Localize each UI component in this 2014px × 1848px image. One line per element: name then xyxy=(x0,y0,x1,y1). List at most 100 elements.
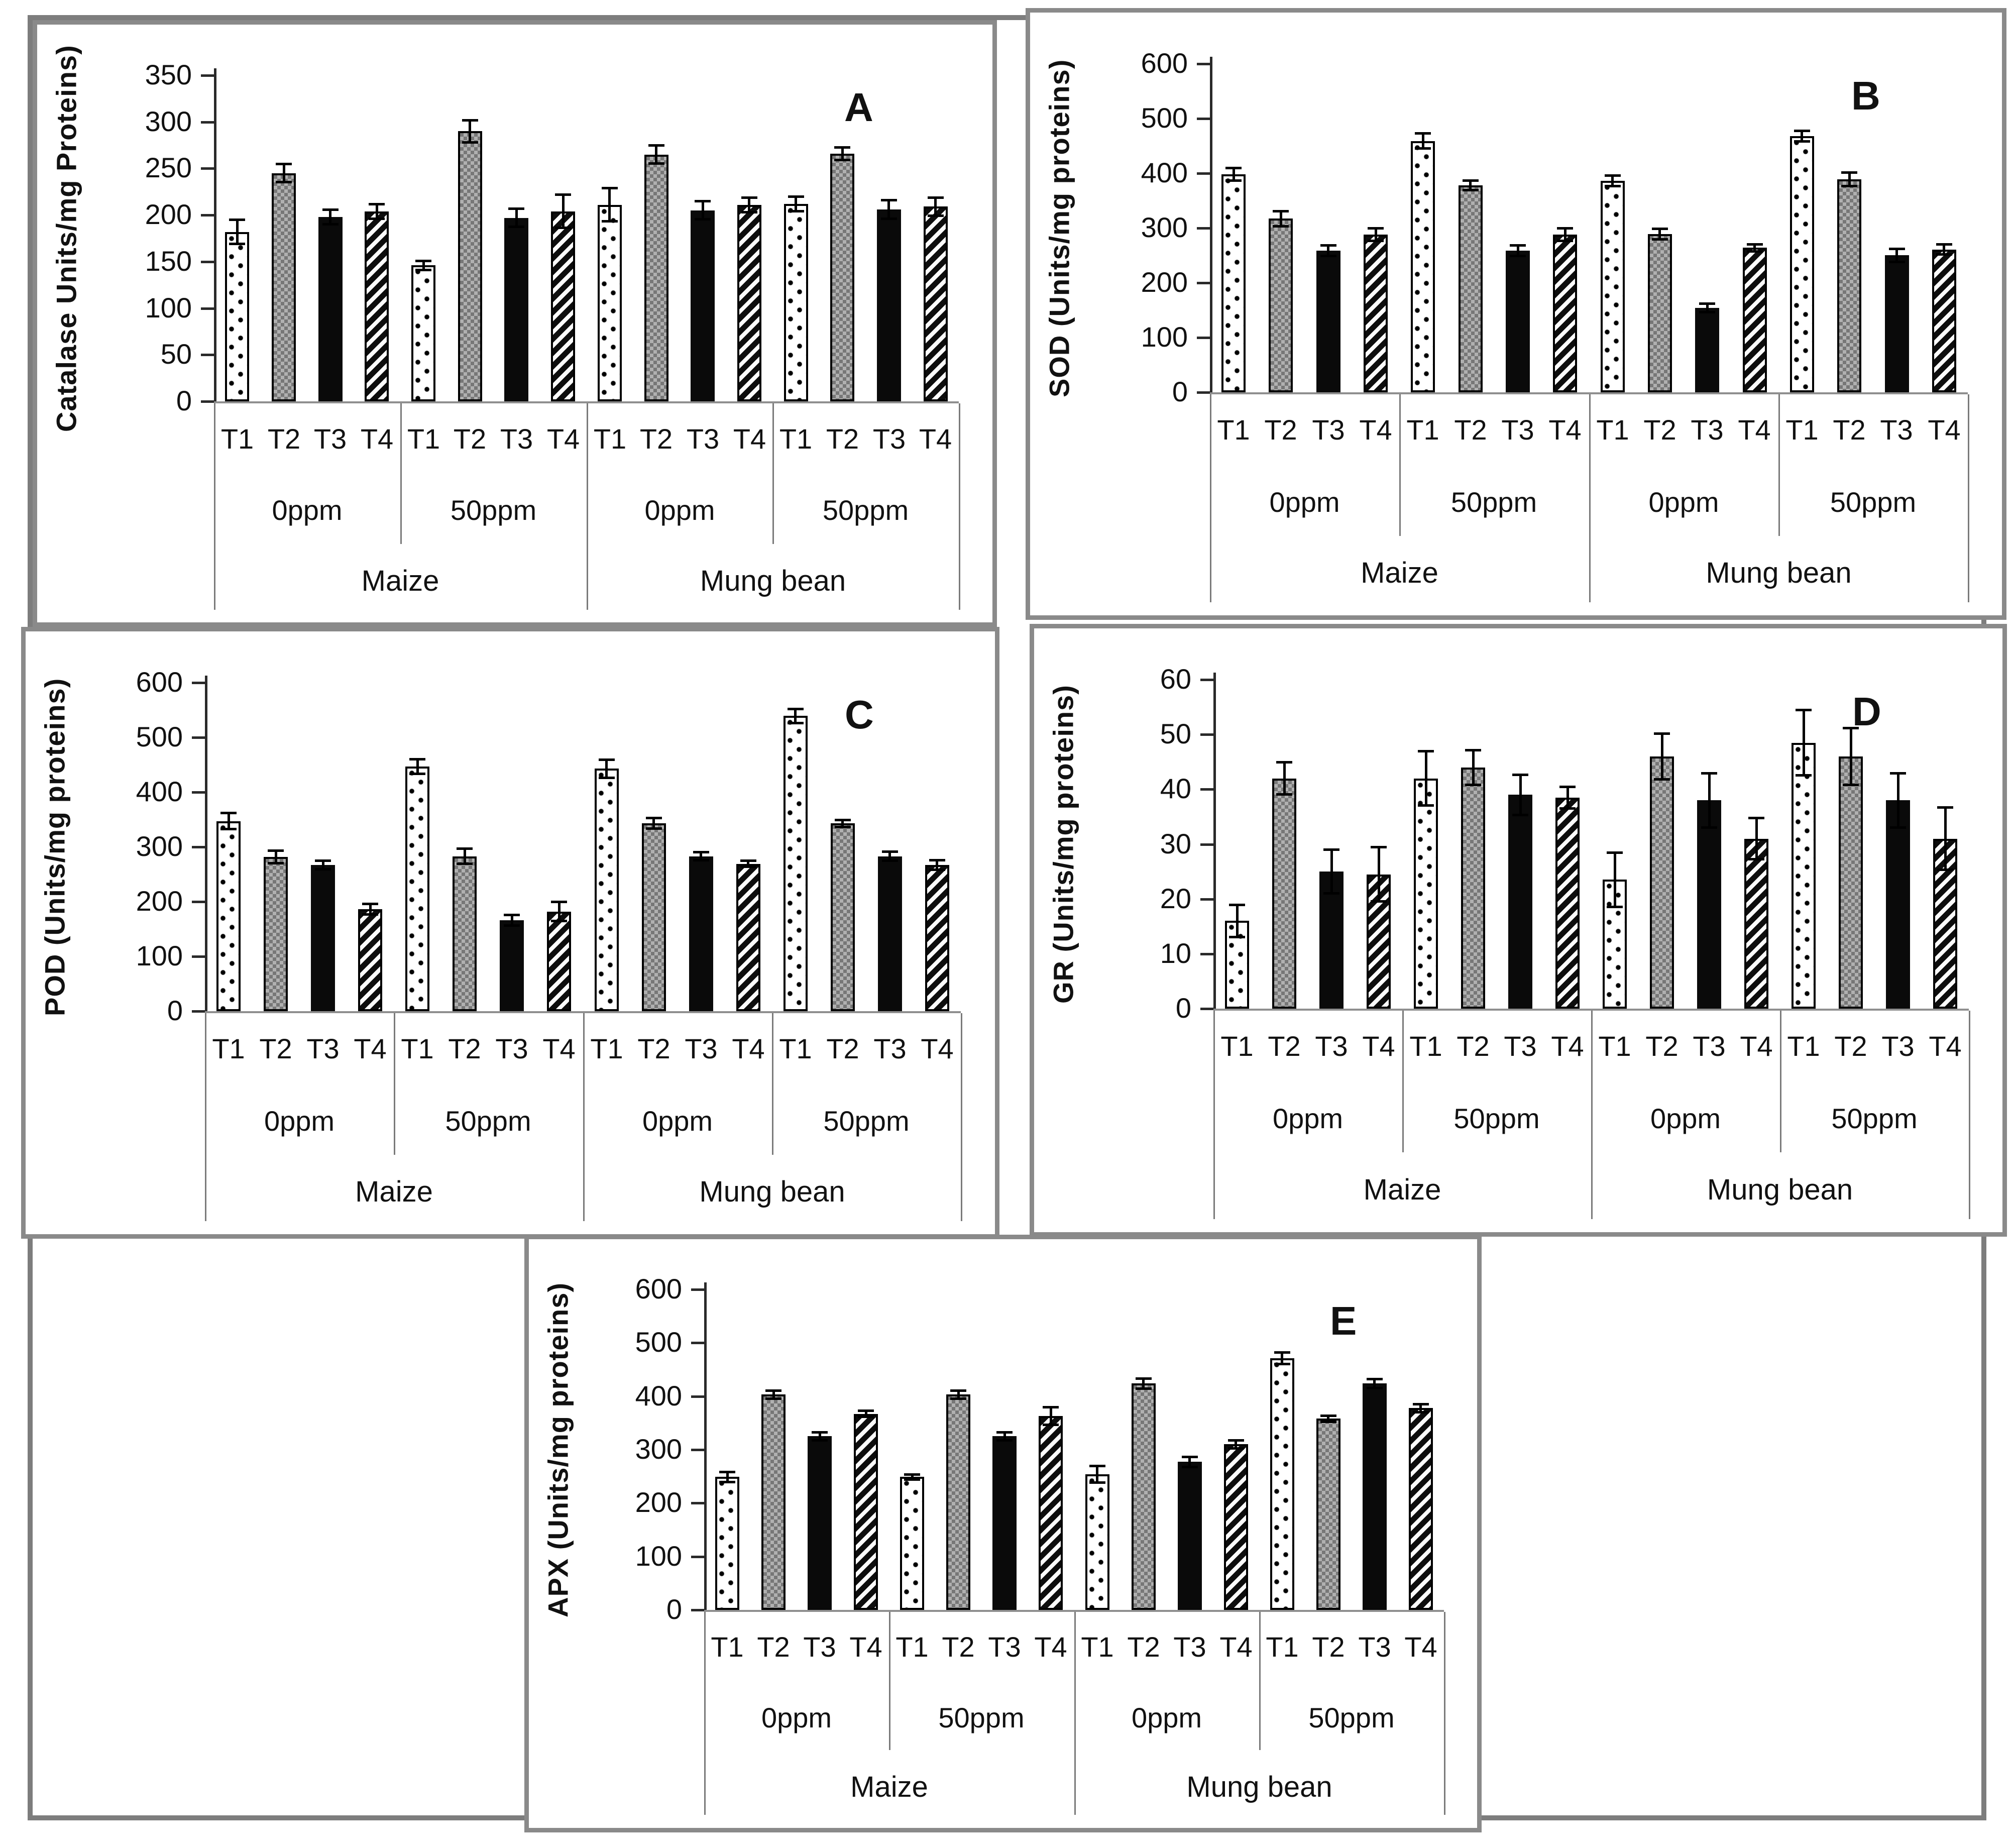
error-bar-cap-top xyxy=(1320,1415,1336,1417)
error-bar-cap-bottom xyxy=(1890,826,1906,829)
chart-E: APX (Units/mg proteins) 0 100 200 300 400 500 6… xyxy=(529,1239,1477,1828)
bar-maize-50ppm-T4 xyxy=(1553,235,1577,392)
treatment-label: T2 xyxy=(259,1033,292,1064)
error-bar-cap-top xyxy=(1229,904,1245,906)
treatment-label: T1 xyxy=(1409,1030,1442,1062)
panel-e: APX (Units/mg proteins) 0 100 200 300 400 500 6… xyxy=(524,1235,1482,1832)
category-separator-minor xyxy=(772,1013,773,1155)
bar-maize-50ppm-T2 xyxy=(946,1394,970,1610)
error-bar-cap-top xyxy=(1418,750,1434,752)
y-tick-label: 500 xyxy=(635,1326,682,1358)
error-bar-cap-bottom xyxy=(551,920,567,922)
x-axis-line xyxy=(704,1610,1444,1612)
error-bar-cap-bottom xyxy=(1367,1387,1383,1389)
error-bar-cap-bottom xyxy=(599,777,615,779)
y-tick xyxy=(201,167,214,170)
bar-maize-0ppm-T1 xyxy=(1221,174,1246,392)
y-tick-label: 0 xyxy=(1175,992,1191,1024)
treatment-label: T2 xyxy=(826,423,859,455)
y-tick-label: 50 xyxy=(160,338,192,370)
y-axis-line xyxy=(214,68,216,402)
category-separator-minor xyxy=(1780,1011,1781,1152)
error-bar-cap-bottom xyxy=(1413,1411,1429,1414)
error-bar-cap-bottom xyxy=(1841,185,1857,187)
y-tick-label: 400 xyxy=(1141,157,1188,188)
ppm-label: 50ppm xyxy=(938,1702,1025,1733)
treatment-label: T2 xyxy=(1457,1030,1490,1062)
error-bar-cap-top xyxy=(1043,1406,1059,1408)
treatment-label: T1 xyxy=(779,1033,812,1064)
bar-mung-bean-50ppm-T1 xyxy=(784,204,808,401)
y-tick-label: 100 xyxy=(1141,321,1188,353)
error-bar-cap-bottom xyxy=(1748,858,1764,860)
error-bar-line xyxy=(1614,852,1616,907)
error-bar-cap-top xyxy=(719,1471,735,1473)
error-bar-line xyxy=(369,904,372,915)
category-separator-major xyxy=(205,1013,206,1221)
treatment-label: T3 xyxy=(1173,1631,1206,1663)
treatment-label: T3 xyxy=(1691,414,1724,446)
error-bar-line xyxy=(747,860,749,867)
ppm-label: 0ppm xyxy=(1648,486,1719,518)
error-bar-cap-top xyxy=(929,859,945,861)
panel-letter-c: C xyxy=(845,692,874,737)
error-bar-line xyxy=(1003,1432,1006,1441)
error-bar-cap-top xyxy=(1794,130,1810,132)
chart-D: GR (Units/mg proteins) 0 10 20 30 40 50 60 T1 T2 T… xyxy=(1034,628,2002,1232)
y-tick xyxy=(201,307,214,310)
bar-maize-50ppm-T3 xyxy=(1506,251,1530,392)
bar-maize-50ppm-T1 xyxy=(405,767,429,1011)
error-bar-cap-top xyxy=(1937,806,1953,809)
error-bar-line xyxy=(1373,1379,1376,1388)
category-separator-major xyxy=(583,1013,585,1221)
error-bar-line xyxy=(329,209,331,225)
error-bar-line xyxy=(558,902,561,921)
error-bar-line xyxy=(511,915,513,926)
error-bar-cap-bottom xyxy=(504,924,520,927)
error-bar-cap-top xyxy=(1796,709,1812,711)
error-bar-cap-bottom xyxy=(362,913,378,916)
error-bar-cap-top xyxy=(812,1431,828,1434)
error-bar-line xyxy=(422,261,425,270)
bar-maize-0ppm-T3 xyxy=(318,217,343,401)
treatment-label: T3 xyxy=(685,1033,718,1064)
bar-mung-bean-0ppm-T1 xyxy=(1603,880,1627,1009)
treatment-label: T3 xyxy=(1880,414,1913,446)
bar-maize-0ppm-T4 xyxy=(365,211,389,401)
error-bar-cap-bottom xyxy=(508,226,524,228)
bar-mung-bean-50ppm-T2 xyxy=(1839,756,1863,1009)
error-bar-line xyxy=(1517,245,1519,256)
error-bar-cap-top xyxy=(1368,227,1384,230)
error-bar-cap-bottom xyxy=(1371,900,1387,903)
error-bar-cap-bottom xyxy=(835,826,851,828)
error-bar-cap-bottom xyxy=(315,868,331,871)
error-bar-cap-bottom xyxy=(904,1478,920,1481)
x-axis-line xyxy=(1210,392,1968,394)
error-bar-cap-bottom xyxy=(1747,250,1763,253)
error-bar-cap-top xyxy=(268,849,284,852)
error-bar-cap-top xyxy=(835,819,851,821)
y-tick-label: 300 xyxy=(1141,211,1188,243)
category-separator-major xyxy=(959,403,960,610)
error-bar-cap-top xyxy=(1843,727,1859,729)
error-bar-line xyxy=(228,813,230,829)
error-bar-cap-bottom xyxy=(834,159,850,161)
treatment-label: T2 xyxy=(1833,414,1866,446)
treatment-label: T1 xyxy=(593,423,627,455)
category-separator-major xyxy=(1591,1011,1593,1219)
bar-mung-bean-0ppm-T1 xyxy=(1085,1474,1109,1610)
ppm-label: 0ppm xyxy=(1272,1103,1344,1134)
y-axis-line xyxy=(1210,57,1212,393)
error-bar-cap-top xyxy=(1089,1465,1105,1467)
error-bar-line xyxy=(236,220,239,244)
treatment-label: T4 xyxy=(919,423,952,455)
error-bar-cap-top xyxy=(741,196,757,199)
error-bar-line xyxy=(376,204,378,219)
y-tick xyxy=(691,1449,704,1451)
treatment-label: T2 xyxy=(1454,414,1487,446)
bar-maize-0ppm-T2 xyxy=(272,173,296,401)
y-tick xyxy=(1200,843,1213,846)
treatment-label: T3 xyxy=(803,1631,836,1663)
y-tick xyxy=(1200,953,1213,955)
bar-mung-bean-50ppm-T1 xyxy=(784,716,808,1011)
